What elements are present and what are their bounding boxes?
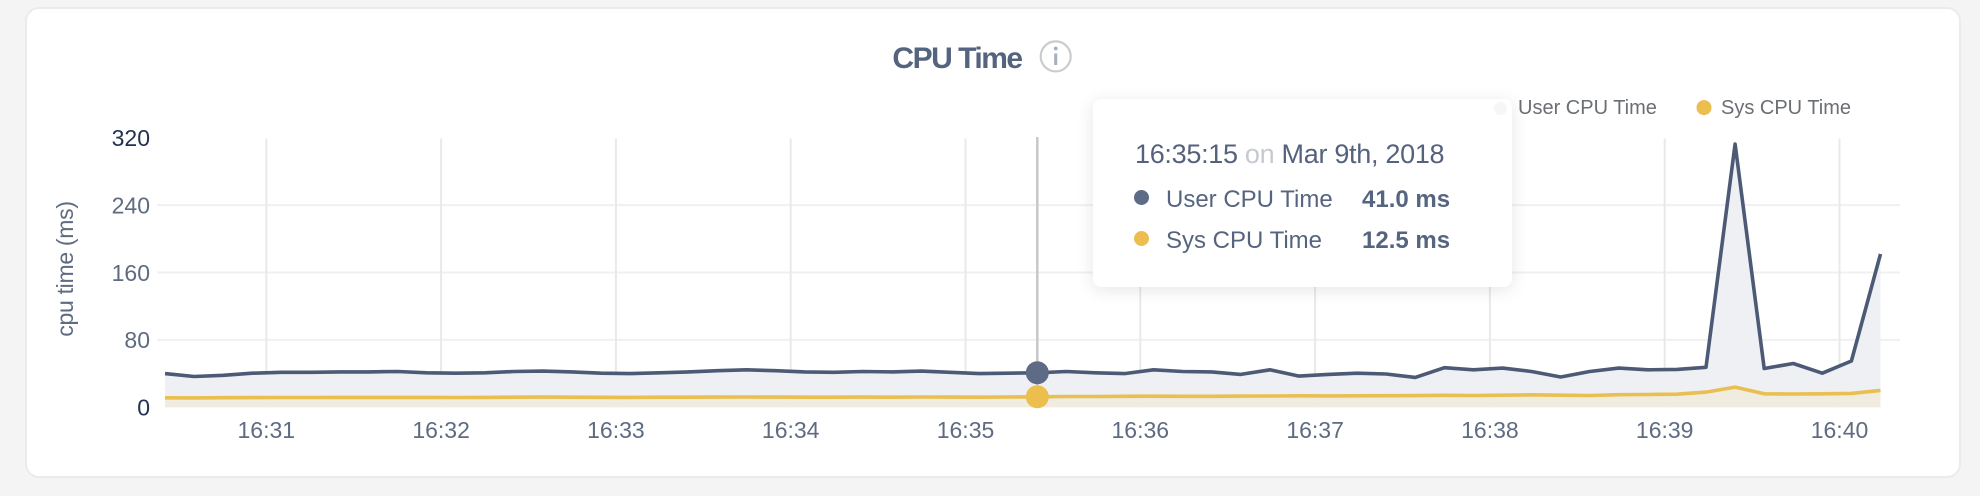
svg-text:cpu time (ms): cpu time (ms): [52, 201, 78, 336]
svg-text:16:38: 16:38: [1461, 417, 1519, 443]
svg-text:80: 80: [124, 327, 150, 353]
svg-text:16:36: 16:36: [1112, 417, 1170, 443]
svg-text:16:39: 16:39: [1636, 417, 1694, 443]
svg-text:16:34: 16:34: [762, 417, 820, 443]
svg-text:16:33: 16:33: [587, 417, 645, 443]
svg-text:320: 320: [112, 125, 150, 151]
svg-text:160: 160: [112, 260, 150, 286]
svg-text:16:40: 16:40: [1811, 417, 1869, 443]
svg-text:16:35: 16:35: [937, 417, 995, 443]
svg-text:240: 240: [112, 192, 150, 218]
svg-text:16:37: 16:37: [1286, 417, 1344, 443]
svg-text:0: 0: [137, 395, 150, 421]
svg-text:16:32: 16:32: [412, 417, 470, 443]
svg-text:16:31: 16:31: [238, 417, 296, 443]
